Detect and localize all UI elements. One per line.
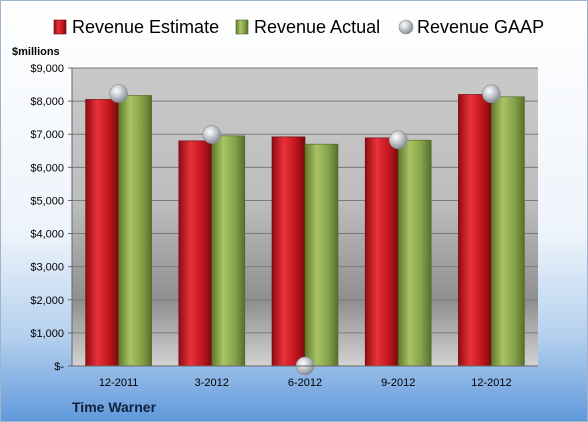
y-tick-label: $5,000: [30, 195, 64, 207]
estimate-bar-3-2012: [178, 140, 213, 367]
gaap-marker-9-2012: [388, 130, 408, 150]
y-tick-label: $2,000: [30, 295, 64, 307]
y-tick-label: $7,000: [30, 129, 64, 141]
legend-swatch-2: [398, 19, 414, 35]
y-axis: $- $1,000 $2,000 $3,000 $4,000 $5,000 $6,000 $7…: [30, 63, 73, 373]
gaap-marker-12-2012: [482, 84, 501, 104]
estimate-bar-6-2012: [271, 136, 306, 367]
estimate-bar-12-2012: [458, 94, 492, 367]
legend: Revenue Estimate Revenue Actual Revenue GA…: [53, 17, 544, 37]
y-tick-label: $-: [54, 361, 64, 373]
y-tick-label: $1,000: [30, 328, 64, 340]
actual-bar-9-2012: [397, 139, 432, 367]
bars: [85, 94, 525, 367]
estimate-bar-12-2011: [85, 99, 119, 367]
gaap-marker-12-2011: [109, 84, 128, 103]
actual-bar-3-2012: [211, 135, 246, 367]
x-tick-label: 6-2012: [288, 377, 322, 389]
legend-swatch-0: [53, 19, 67, 35]
x-axis: 12-2011 3-2012 6-2012 9-2012 12-2012: [72, 365, 538, 389]
actual-bar-6-2012: [304, 143, 339, 367]
x-tick-label: 12-2011: [99, 377, 139, 389]
company-label: Time Warner: [72, 399, 157, 415]
x-tick-label: 3-2012: [195, 377, 229, 389]
y-tick-label: $3,000: [30, 262, 64, 274]
gaap-marker-3-2012: [202, 125, 222, 144]
actual-bar-12-2011: [118, 95, 152, 367]
legend-swatch-1: [235, 19, 249, 35]
legend-label-0: Revenue Estimate: [72, 17, 219, 37]
y-tick-label: $8,000: [30, 96, 64, 108]
y-tick-label: $9,000: [30, 63, 64, 75]
legend-label-2: Revenue GAAP: [417, 17, 544, 37]
y-tick-label: $4,000: [30, 229, 64, 241]
y-tick-label: $6,000: [30, 162, 64, 174]
actual-bar-12-2012: [491, 96, 525, 367]
legend-label-1: Revenue Actual: [254, 17, 380, 37]
estimate-bar-9-2012: [364, 137, 399, 367]
unit-label: $millions: [12, 46, 60, 58]
x-tick-label: 12-2012: [471, 377, 511, 389]
x-tick-label: 9-2012: [381, 377, 415, 389]
